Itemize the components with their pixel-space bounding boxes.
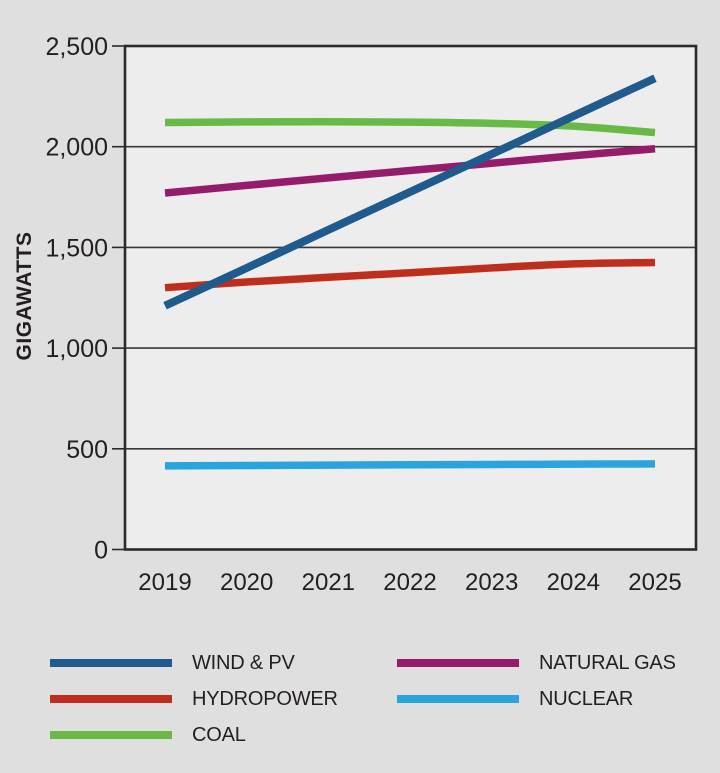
legend-swatch-natural-gas [397,659,519,667]
legend-item-nuclear: NUCLEAR [397,688,710,711]
chart-legend: WIND & PV NATURAL GAS HYDROPOWER NUCLEAR COA… [50,645,710,753]
legend-label-coal: COAL [192,723,246,746]
x-tick-label: 2020 [220,569,273,596]
y-tick-label: 500 [66,436,108,464]
line-chart-plot: 0 500 1,000 1,500 2,000 2,500 2019 2020 2021 2022… [13,33,698,596]
legend-item-hydropower: HYDROPOWER [50,688,397,711]
legend-label-wind-pv: WIND & PV [192,651,295,674]
legend-swatch-coal [50,731,172,739]
legend-label-nuclear: NUCLEAR [539,687,634,710]
series-line-nuclear [164,460,656,470]
y-tick-label: 1,500 [45,234,108,262]
y-tick-label: 2,000 [45,134,108,162]
series-line-hydropower [164,258,656,292]
x-tick-label: 2022 [383,569,436,596]
legend-label-natural-gas: NATURAL GAS [539,651,676,674]
series-line-natural-gas [164,144,656,197]
legend-item-wind-pv: WIND & PV [50,652,397,675]
legend-label-hydropower: HYDROPOWER [192,687,338,710]
x-tick-label: 2025 [628,569,681,596]
legend-swatch-wind-pv [50,659,172,667]
y-tick-label: 1,000 [45,335,108,363]
x-tick-label: 2024 [547,569,600,596]
legend-item-coal: COAL [50,724,397,747]
legend-swatch-nuclear [397,695,519,703]
legend-item-natural-gas: NATURAL GAS [397,652,710,675]
series-line-coal [164,117,656,137]
y-tick-label: 0 [94,537,108,565]
series-line-wind-pv [163,74,657,310]
y-axis-title: GIGAWATTS [13,232,36,361]
x-tick-label: 2019 [138,569,191,596]
y-tick-label: 2,500 [45,33,108,61]
plot-border [123,44,698,551]
legend-swatch-hydropower [50,695,172,703]
x-tick-label: 2023 [465,569,518,596]
x-tick-label: 2021 [302,569,355,596]
